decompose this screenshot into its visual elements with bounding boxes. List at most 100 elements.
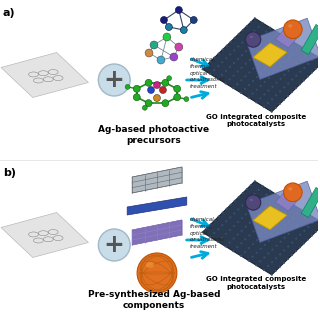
- Circle shape: [316, 218, 317, 220]
- Circle shape: [248, 84, 250, 86]
- Circle shape: [279, 253, 281, 255]
- Circle shape: [154, 94, 160, 101]
- Circle shape: [271, 85, 274, 88]
- Circle shape: [253, 55, 255, 57]
- Circle shape: [261, 210, 263, 212]
- Circle shape: [264, 68, 266, 70]
- Circle shape: [217, 65, 219, 67]
- Circle shape: [180, 27, 187, 34]
- Circle shape: [291, 78, 293, 81]
- Circle shape: [288, 70, 290, 72]
- Circle shape: [307, 63, 309, 65]
- Circle shape: [284, 199, 287, 201]
- Circle shape: [175, 43, 183, 51]
- Circle shape: [174, 94, 181, 101]
- Circle shape: [202, 231, 204, 233]
- Circle shape: [241, 204, 244, 207]
- Circle shape: [252, 256, 254, 258]
- Circle shape: [163, 33, 171, 41]
- Polygon shape: [301, 188, 320, 218]
- Circle shape: [165, 23, 172, 30]
- Circle shape: [218, 216, 220, 218]
- Circle shape: [256, 252, 258, 254]
- Circle shape: [241, 54, 243, 56]
- Circle shape: [236, 246, 238, 248]
- Circle shape: [148, 86, 155, 93]
- Circle shape: [205, 227, 207, 229]
- Circle shape: [292, 66, 293, 68]
- Circle shape: [263, 256, 265, 259]
- Circle shape: [287, 95, 289, 97]
- Circle shape: [311, 59, 313, 61]
- Circle shape: [261, 197, 263, 200]
- Circle shape: [241, 217, 243, 219]
- Circle shape: [268, 228, 270, 229]
- Text: GO integrated composite
photocatalysts: GO integrated composite photocatalysts: [206, 276, 307, 290]
- Circle shape: [159, 86, 166, 93]
- Circle shape: [295, 75, 297, 77]
- Circle shape: [222, 212, 224, 214]
- Circle shape: [276, 245, 277, 247]
- Circle shape: [245, 213, 247, 215]
- Circle shape: [225, 70, 227, 72]
- Circle shape: [260, 235, 262, 237]
- Circle shape: [125, 84, 130, 89]
- Circle shape: [175, 6, 182, 13]
- Circle shape: [268, 252, 269, 254]
- Circle shape: [288, 57, 290, 60]
- Circle shape: [291, 242, 293, 244]
- Circle shape: [269, 27, 271, 29]
- Circle shape: [300, 58, 302, 60]
- Circle shape: [245, 63, 247, 65]
- Polygon shape: [1, 52, 88, 98]
- Circle shape: [234, 37, 236, 39]
- Circle shape: [273, 198, 275, 200]
- Circle shape: [253, 30, 255, 32]
- Circle shape: [287, 83, 289, 84]
- Circle shape: [284, 74, 285, 76]
- Circle shape: [272, 223, 274, 226]
- Circle shape: [264, 81, 266, 83]
- Circle shape: [258, 189, 260, 191]
- Circle shape: [311, 235, 313, 236]
- Circle shape: [229, 66, 231, 68]
- Circle shape: [295, 250, 297, 252]
- Circle shape: [283, 249, 285, 252]
- Circle shape: [150, 41, 158, 49]
- Text: chemical,
thermal,
optical
or ultrasonic
treatment: chemical, thermal, optical or ultrasonic…: [190, 57, 224, 89]
- Circle shape: [303, 230, 305, 232]
- Circle shape: [284, 183, 302, 202]
- Circle shape: [268, 52, 270, 54]
- Circle shape: [292, 53, 294, 55]
- Circle shape: [244, 75, 246, 77]
- Circle shape: [307, 238, 309, 240]
- Circle shape: [292, 229, 293, 231]
- Circle shape: [160, 17, 167, 23]
- Circle shape: [292, 41, 294, 43]
- Circle shape: [319, 64, 320, 66]
- Polygon shape: [127, 197, 187, 215]
- Circle shape: [275, 257, 277, 259]
- Circle shape: [261, 47, 263, 49]
- Circle shape: [133, 94, 140, 101]
- Circle shape: [260, 223, 262, 225]
- Ellipse shape: [250, 199, 253, 201]
- Circle shape: [295, 87, 297, 89]
- Circle shape: [287, 245, 289, 247]
- Circle shape: [299, 234, 301, 236]
- Circle shape: [264, 231, 266, 233]
- Circle shape: [275, 270, 277, 272]
- Circle shape: [249, 197, 252, 199]
- Circle shape: [162, 79, 169, 86]
- Circle shape: [268, 77, 270, 79]
- Polygon shape: [276, 28, 299, 48]
- Circle shape: [272, 236, 274, 238]
- Circle shape: [280, 216, 282, 218]
- Circle shape: [291, 91, 293, 93]
- Circle shape: [236, 234, 239, 236]
- Circle shape: [225, 57, 227, 59]
- Circle shape: [273, 35, 275, 37]
- Circle shape: [284, 237, 285, 239]
- Circle shape: [244, 88, 246, 90]
- Circle shape: [248, 247, 250, 249]
